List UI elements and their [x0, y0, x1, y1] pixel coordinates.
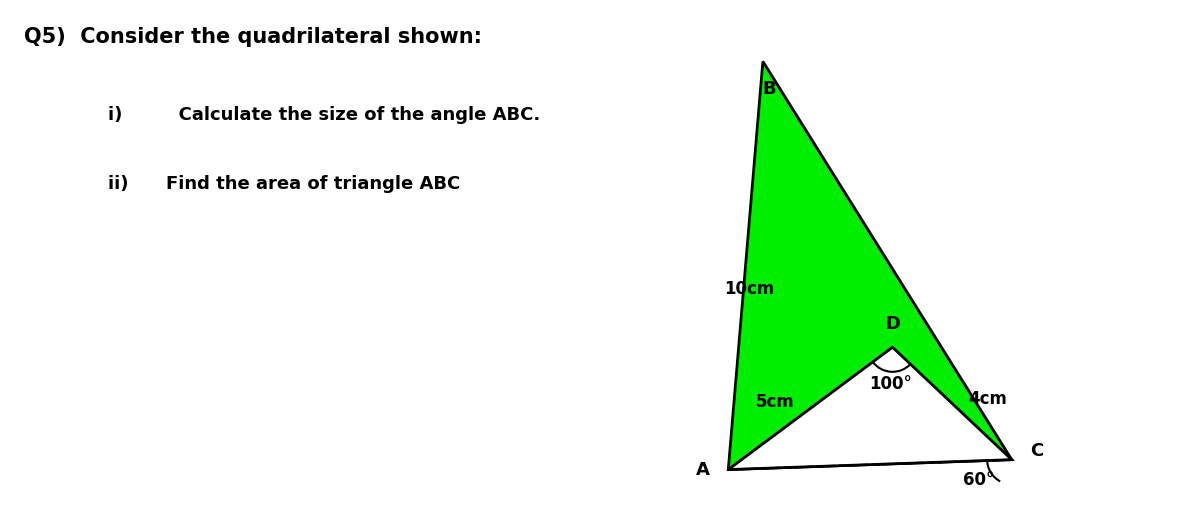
Text: 5cm: 5cm: [755, 393, 794, 412]
Polygon shape: [728, 347, 1012, 469]
Text: C: C: [1030, 442, 1044, 460]
Text: i)         Calculate the size of the angle ABC.: i) Calculate the size of the angle ABC.: [108, 106, 540, 124]
Text: Q5)  Consider the quadrilateral shown:: Q5) Consider the quadrilateral shown:: [24, 27, 482, 47]
Text: D: D: [886, 315, 900, 333]
Text: A: A: [696, 460, 710, 478]
Text: ii)      Find the area of triangle ABC: ii) Find the area of triangle ABC: [108, 175, 461, 193]
Text: B: B: [762, 80, 776, 98]
Polygon shape: [728, 62, 1012, 469]
Text: 60°: 60°: [964, 472, 995, 489]
Text: 100°: 100°: [869, 375, 912, 393]
Text: 4cm: 4cm: [968, 390, 1007, 408]
Text: 10cm: 10cm: [725, 280, 775, 298]
